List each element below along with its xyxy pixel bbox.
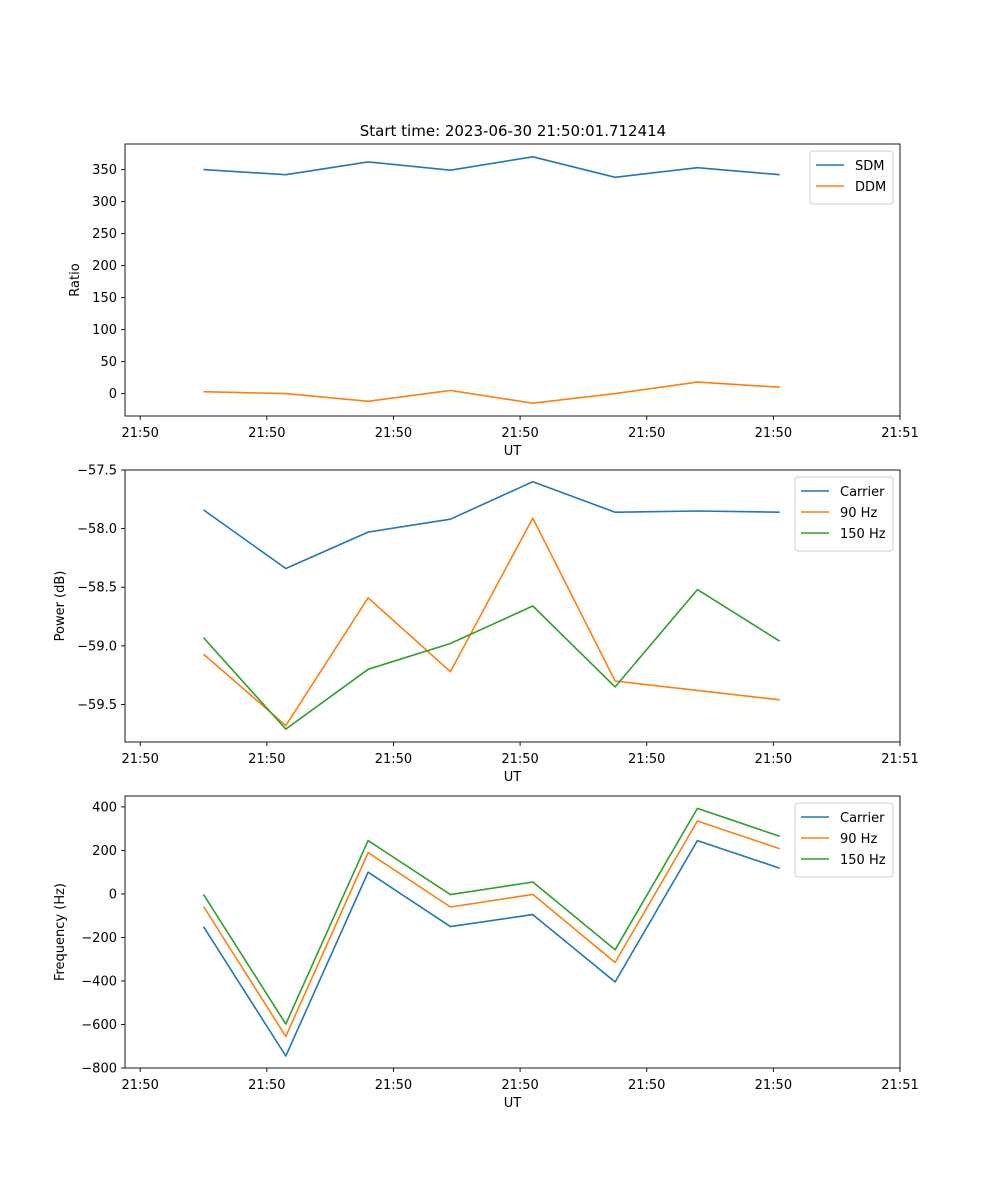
legend-entry: 90 Hz	[840, 832, 877, 847]
figure-title: Start time: 2023-06-30 21:50:01.712414	[360, 122, 666, 140]
y-tick-label: −800	[81, 1062, 117, 1077]
y-tick-label: −58.0	[77, 522, 117, 537]
x-tick-label: 21:50	[248, 752, 285, 767]
panel-1: 21:50 21:50 21:50 21:50 21:50 21:50 21:51 0 50 10…	[68, 143, 919, 459]
panel-3: 21:50 21:50 21:50 21:50 21:50 21:50 21:51 400 20…	[53, 795, 919, 1111]
x-tick-label: 21:50	[375, 752, 412, 767]
legend-entry: DDM	[855, 180, 886, 195]
x-tick-label: 21:50	[375, 426, 412, 441]
series-line-sdm	[203, 156, 780, 179]
y-tick-label: −59.0	[77, 639, 117, 654]
y-tick-label: −57.5	[77, 464, 117, 479]
y-tick-label: −59.5	[77, 698, 117, 713]
x-tick-label: 21:51	[881, 752, 918, 767]
legend-entry: 150 Hz	[840, 527, 886, 542]
legend-entry: Carrier	[840, 485, 885, 500]
y-tick-label: 200	[92, 259, 117, 274]
legend-entry: SDM	[855, 159, 884, 174]
y-tick-label: 400	[92, 800, 117, 815]
x-tick-label: 21:50	[501, 426, 538, 441]
series-line-carrier	[203, 480, 780, 570]
x-tick-label: 21:50	[628, 426, 665, 441]
x-tick-label: 21:51	[881, 426, 918, 441]
x-tick-label: 21:50	[248, 426, 285, 441]
series-line-90-hz	[202, 517, 780, 727]
x-tick-label: 21:50	[755, 752, 792, 767]
y-tick-label: 100	[92, 323, 117, 338]
x-axis-label: UT	[504, 1096, 522, 1111]
x-axis-label: UT	[504, 444, 522, 459]
x-tick-label: 21:50	[121, 426, 158, 441]
y-tick-label: 0	[109, 387, 117, 402]
y-axis-label: Frequency (Hz)	[53, 883, 68, 981]
axes-frame	[124, 469, 901, 743]
y-tick-label: 50	[100, 355, 117, 370]
axes-frame	[124, 143, 901, 417]
x-tick-label: 21:50	[628, 1078, 665, 1093]
x-tick-label: 21:50	[375, 1078, 412, 1093]
series-line-150-hz	[202, 807, 780, 1025]
x-tick-label: 21:50	[501, 752, 538, 767]
legend-entry: 90 Hz	[840, 506, 877, 521]
y-tick-label: −400	[81, 974, 117, 989]
series-line-90-hz	[202, 820, 780, 1038]
legend-entry: Carrier	[840, 811, 885, 826]
x-tick-label: 21:50	[121, 752, 158, 767]
y-axis-label: Power (dB)	[53, 571, 68, 642]
y-tick-label: 350	[92, 163, 117, 178]
y-tick-label: 300	[92, 195, 117, 210]
y-tick-label: 200	[92, 844, 117, 859]
series-line-carrier	[202, 839, 780, 1057]
series-line-ddm	[203, 381, 780, 405]
panel-2: 21:50 21:50 21:50 21:50 21:50 21:50 21:51 −57.5…	[53, 464, 919, 786]
x-tick-label: 21:50	[501, 1078, 538, 1093]
x-tick-label: 21:50	[248, 1078, 285, 1093]
x-axis-label: UT	[504, 770, 522, 785]
series-line-150-hz	[202, 588, 781, 730]
legend: SDM DDM	[809, 150, 894, 205]
x-tick-label: 21:50	[755, 426, 792, 441]
x-tick-label: 21:50	[628, 752, 665, 767]
y-tick-label: −600	[81, 1018, 117, 1033]
y-tick-label: −58.5	[77, 581, 117, 596]
panels: 21:50 21:50 21:50 21:50 21:50 21:50 21:51 0 50 10…	[53, 143, 919, 1111]
y-tick-label: 0	[109, 887, 117, 902]
x-tick-label: 21:50	[755, 1078, 792, 1093]
y-tick-label: 150	[92, 291, 117, 306]
x-tick-label: 21:50	[121, 1078, 158, 1093]
legend: Carrier 90 Hz 150 Hz	[794, 476, 894, 552]
y-tick-label: 250	[92, 227, 117, 242]
x-tick-label: 21:51	[881, 1078, 918, 1093]
axes-frame	[124, 795, 901, 1069]
y-tick-label: −200	[81, 931, 117, 946]
y-axis-label: Ratio	[68, 263, 83, 296]
legend: Carrier 90 Hz 150 Hz	[794, 802, 894, 878]
legend-entry: 150 Hz	[840, 853, 886, 868]
